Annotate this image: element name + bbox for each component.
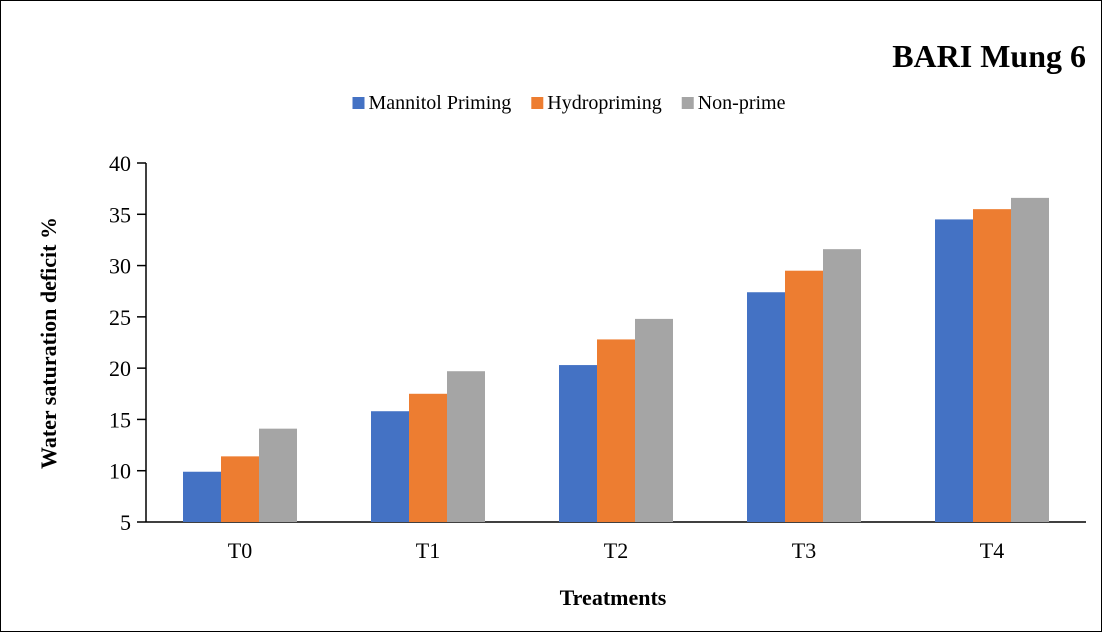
x-tick-label: T1 [416,538,440,563]
y-tick-label: 40 [109,151,131,176]
legend-swatch [352,97,365,109]
bar-non-prime-t2 [635,318,673,522]
bar-mannitol-priming-t2 [559,365,597,522]
legend-label: Mannitol Priming [369,92,512,114]
bar-hydropriming-t2 [597,339,635,522]
y-tick-label: 15 [109,407,131,432]
bar-hydropriming-t4 [973,209,1011,522]
bar-non-prime-t1 [447,371,485,522]
legend-swatch [681,97,694,109]
bar-hydropriming-t1 [409,393,447,522]
x-axis: T0 T1 T2 T3 T4 [146,521,1086,563]
x-tick-label: T4 [980,538,1004,563]
y-axis-label: Water saturation deficit % [36,217,61,469]
y-tick-label: 5 [120,510,131,535]
y-tick-label: 10 [109,459,131,484]
y-tick-label: 30 [109,254,131,279]
bar-non-prime-t4 [1011,197,1049,523]
legend-swatch [531,97,544,109]
bars [183,197,1049,523]
bar-non-prime-t3 [823,249,861,522]
chart-title: BARI Mung 6 [892,38,1086,74]
x-tick-label: T0 [228,538,252,563]
y-tick-label: 35 [109,202,131,227]
bar-non-prime-t0 [259,428,297,522]
y-axis: 5 10 15 20 25 30 35 40 [109,151,147,535]
y-tick-label: 20 [109,356,131,381]
bar-mannitol-priming-t3 [747,292,785,522]
x-tick-label: T3 [792,538,816,563]
legend: Mannitol Priming Hydropriming Non-prime [352,92,786,114]
bar-hydropriming-t0 [221,456,259,522]
legend-label: Hydropriming [547,92,661,114]
bar-mannitol-priming-t1 [371,411,409,522]
legend-label: Non-prime [698,92,786,114]
y-tick-label: 25 [109,305,131,330]
legend-item: Hydropriming [531,92,662,114]
legend-item: Non-prime [681,92,786,114]
x-tick-label: T2 [604,538,628,563]
x-axis-label: Treatments [560,585,667,610]
legend-item: Mannitol Priming [352,92,512,114]
bar-mannitol-priming-t0 [183,471,221,522]
bar-mannitol-priming-t4 [935,219,973,522]
bar-hydropriming-t3 [785,270,823,522]
